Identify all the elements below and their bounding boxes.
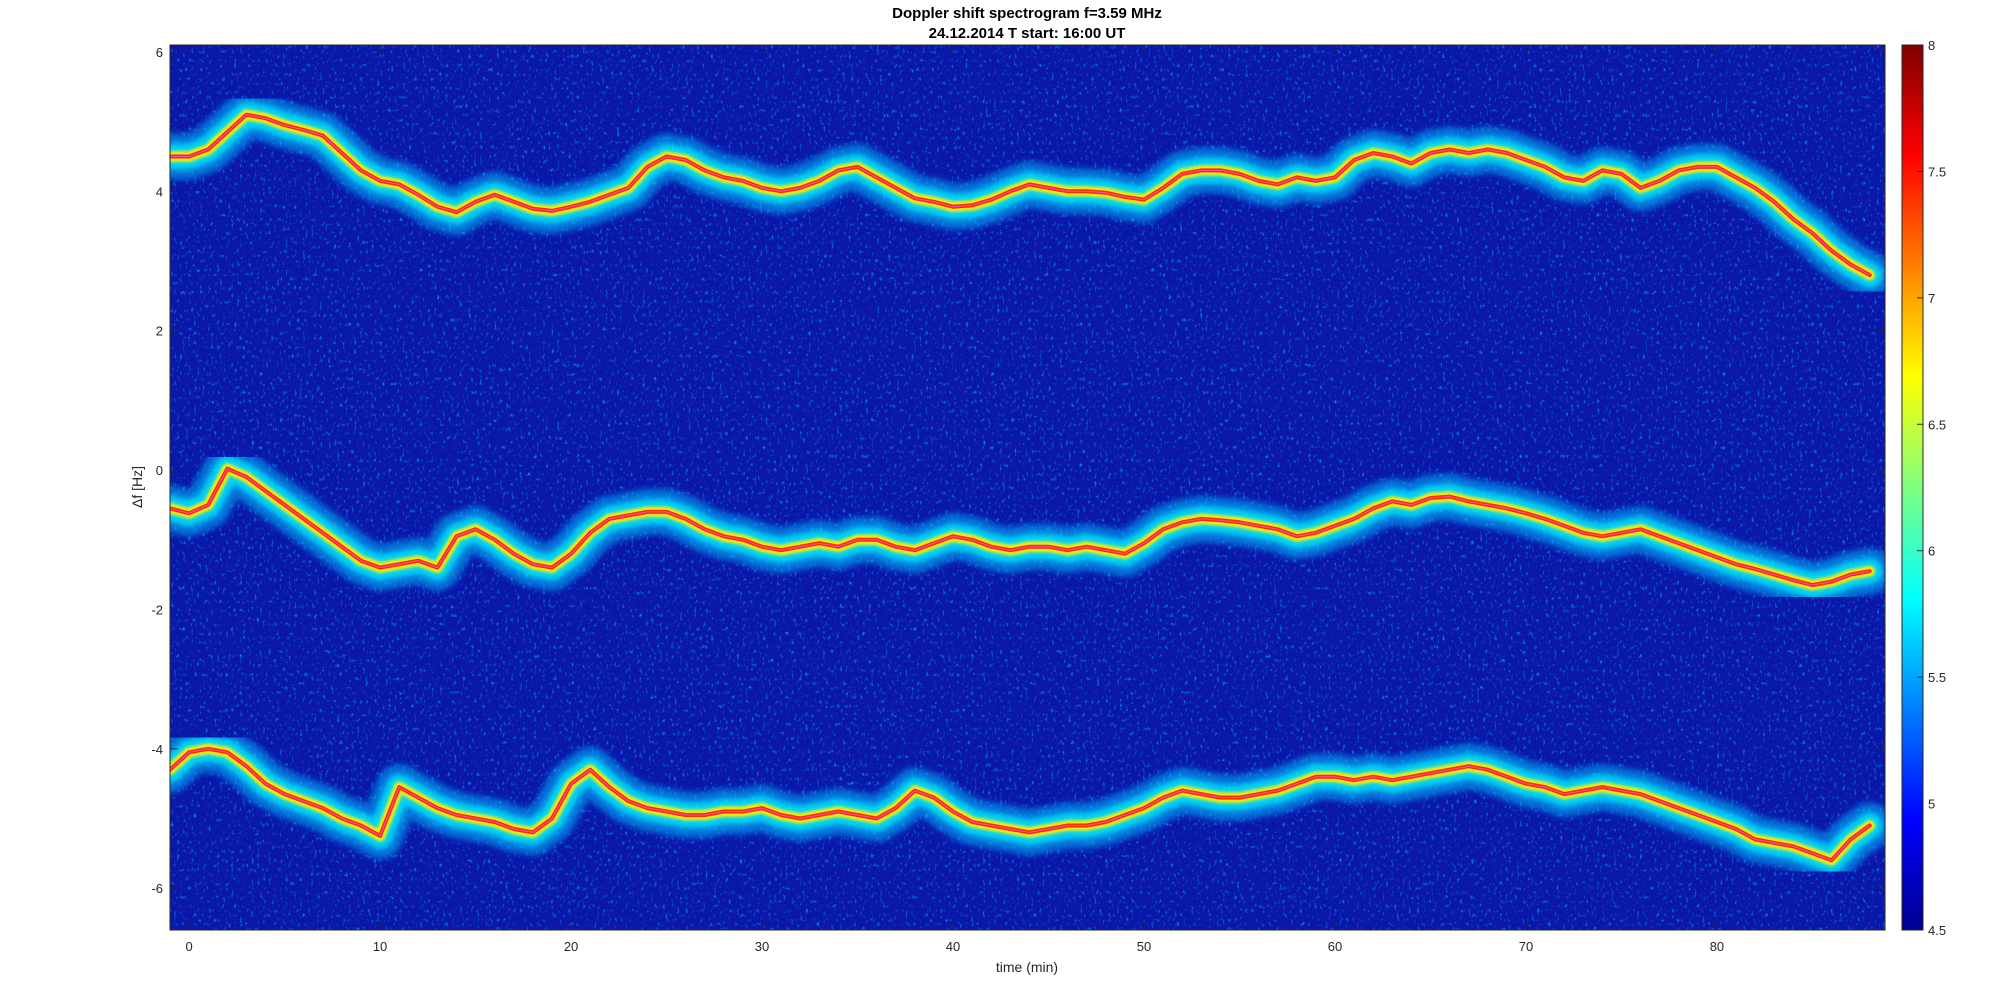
y-axis: -6 -4 -2 0 2 4 6	[151, 45, 1885, 896]
x-tick-label: 30	[755, 939, 769, 954]
y-tick-label: 6	[156, 45, 163, 60]
colorbar-tick-label: 6	[1928, 544, 1935, 559]
colorbar-tick-label: 7.5	[1928, 164, 1946, 179]
colorbar-ticks: 4.5 5 5.5 6 6.5 7 7.5 8	[1917, 38, 1946, 938]
spectrogram-bands	[170, 91, 1885, 884]
chart-title: Doppler shift spectrogram f=3.59 MHz	[892, 5, 1162, 22]
x-tick-label: 10	[373, 939, 387, 954]
colorbar-tick-label: 6.5	[1928, 417, 1946, 432]
x-tick-label: 0	[185, 939, 192, 954]
colorbar-gradient	[1902, 45, 1923, 930]
y-tick-label: 0	[156, 463, 163, 478]
y-tick-label: -4	[151, 742, 163, 757]
y-tick-label: -6	[151, 881, 163, 896]
x-tick-label: 60	[1328, 939, 1342, 954]
colorbar-tick-label: 5.5	[1928, 670, 1946, 685]
x-tick-label: 40	[946, 939, 960, 954]
chart-subtitle: 24.12.2014 T start: 16:00 UT	[929, 25, 1126, 42]
x-tick-label: 50	[1137, 939, 1151, 954]
plot-area	[169, 44, 1886, 931]
colorbar-tick-label: 8	[1928, 38, 1935, 53]
plot-frame	[169, 44, 1886, 931]
x-tick-label: 80	[1710, 939, 1724, 954]
band-2-trace	[170, 468, 1870, 586]
colorbar-tick-label: 4.5	[1928, 923, 1946, 938]
x-axis-label: time (min)	[996, 959, 1058, 975]
y-tick-label: -2	[151, 602, 163, 617]
band-1-trace	[170, 114, 1870, 276]
x-tick-label: 70	[1519, 939, 1533, 954]
y-axis-label: Δf [Hz]	[129, 466, 145, 508]
colorbar-tick-label: 5	[1928, 797, 1935, 812]
y-tick-label: 4	[156, 184, 163, 199]
y-tick-label: 2	[156, 324, 163, 339]
x-tick-label: 20	[564, 939, 578, 954]
colorbar: 4.5 5 5.5 6 6.5 7 7.5 8	[1901, 38, 1946, 938]
x-axis: 0 10 20 30 40 50 60 70 80	[185, 45, 1724, 954]
band-3-trace	[170, 748, 1870, 861]
colorbar-frame	[1901, 44, 1924, 931]
colorbar-tick-label: 7	[1928, 291, 1935, 306]
